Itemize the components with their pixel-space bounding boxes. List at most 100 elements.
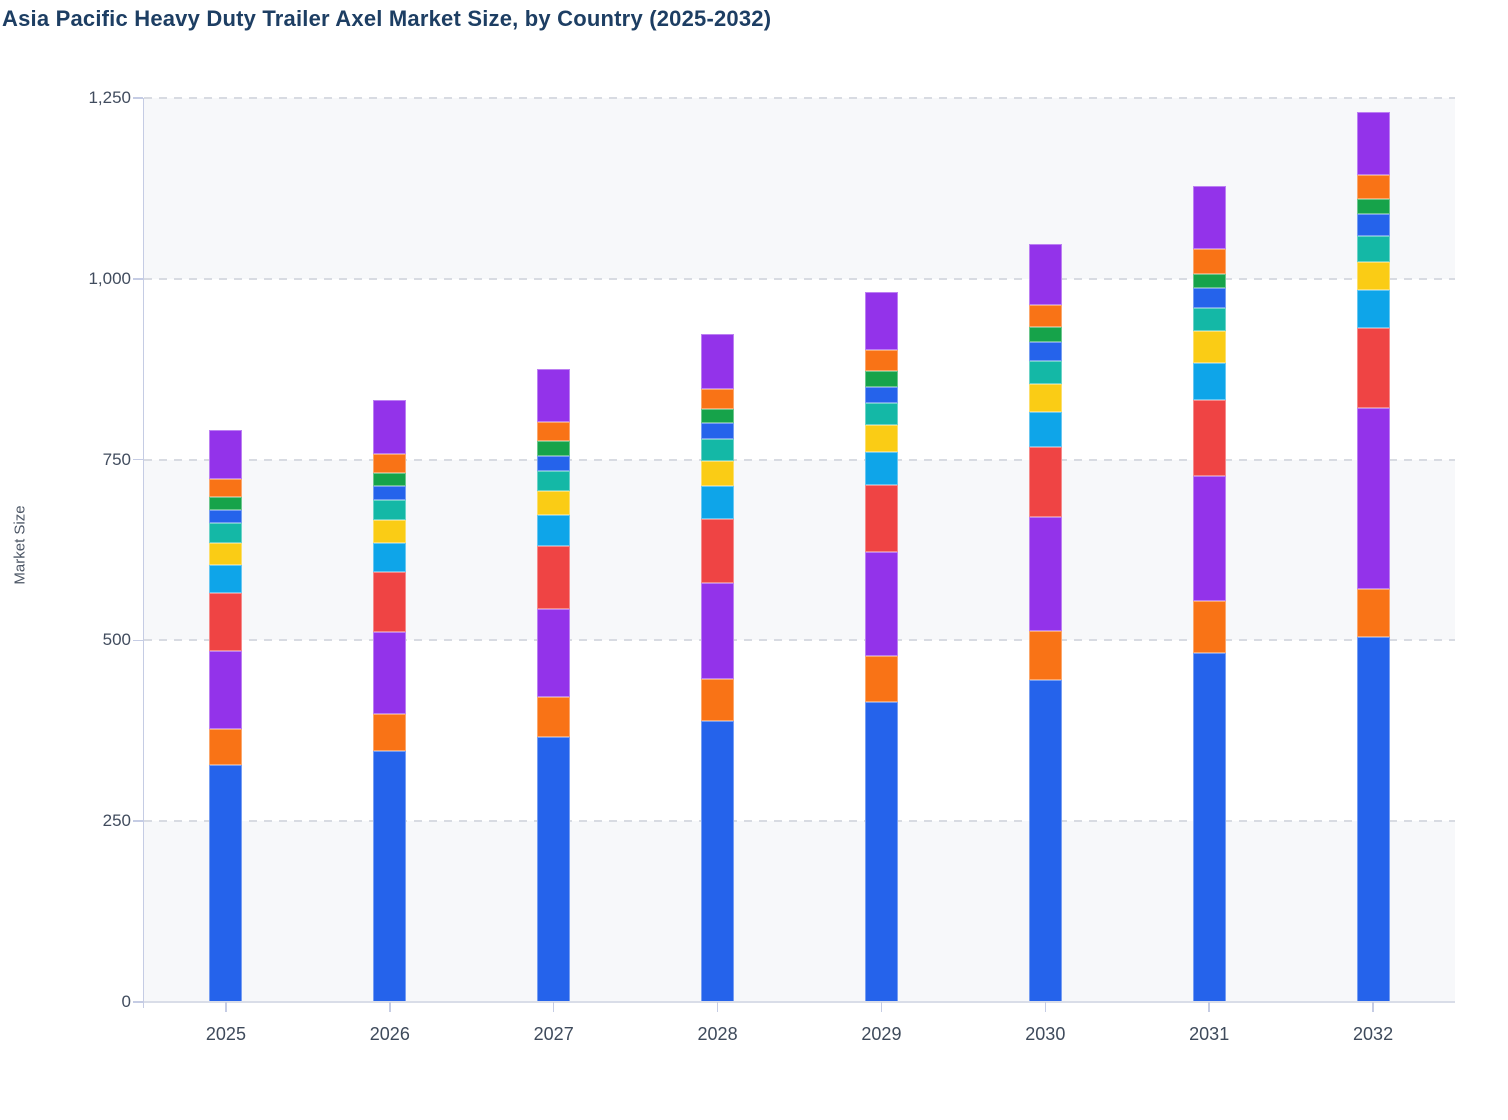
bar-segment[interactable] [1192, 288, 1226, 309]
bar-segment[interactable] [1192, 363, 1226, 400]
bar-segment[interactable] [537, 608, 571, 697]
x-axis-tick [389, 1002, 391, 1012]
bar-segment[interactable] [537, 456, 571, 472]
bar-segment[interactable] [1028, 342, 1062, 362]
bar-segment[interactable] [864, 403, 898, 425]
bar-segment[interactable] [373, 519, 407, 543]
bar-segment[interactable] [1028, 411, 1062, 447]
bar-segment[interactable] [1028, 304, 1062, 328]
bar-segment[interactable] [701, 333, 735, 389]
bar-segment[interactable] [537, 440, 571, 456]
bar-segment[interactable] [537, 422, 571, 441]
y-tick-label: 500 [102, 630, 131, 650]
bar-segment[interactable] [701, 439, 735, 462]
y-axis-tick [133, 278, 143, 280]
bar-segment[interactable] [1028, 631, 1062, 681]
bar-segment[interactable] [701, 678, 735, 721]
bar-segment[interactable] [701, 408, 735, 423]
y-axis-tick [133, 97, 143, 99]
bar-segment[interactable] [209, 509, 243, 524]
bar-segment[interactable] [209, 650, 243, 729]
bar-segment[interactable] [701, 720, 735, 1002]
bar-segment[interactable] [701, 388, 735, 409]
y-axis-title: Market Size [11, 505, 29, 585]
bar-segment[interactable] [1028, 383, 1062, 412]
bar-segment[interactable] [373, 473, 407, 486]
bar-segment[interactable] [1192, 399, 1226, 477]
bar-segment[interactable] [1192, 653, 1226, 1002]
bar-segment[interactable] [864, 701, 898, 1002]
bar-segment[interactable] [1356, 636, 1390, 1002]
bar-segment[interactable] [373, 542, 407, 573]
bar-segment[interactable] [373, 572, 407, 633]
bar-segment[interactable] [1356, 589, 1390, 637]
bar-segment[interactable] [373, 400, 407, 454]
bar-segment[interactable] [1192, 274, 1226, 289]
bar-segment[interactable] [1356, 236, 1390, 263]
bar-segment[interactable] [864, 552, 898, 656]
bar-segment[interactable] [864, 291, 898, 350]
bar-segment[interactable] [864, 386, 898, 404]
bar-segment[interactable] [1356, 289, 1390, 328]
bar-segment[interactable] [864, 452, 898, 485]
bar-segment[interactable] [1192, 185, 1226, 250]
plot-band [144, 459, 1455, 641]
bar-segment[interactable] [209, 497, 243, 510]
bar-segment[interactable] [701, 518, 735, 584]
y-tick-label: 1,000 [88, 268, 131, 288]
bar-segment[interactable] [537, 696, 571, 737]
bar-segment[interactable] [1192, 308, 1226, 331]
bar-segment[interactable] [1028, 361, 1062, 384]
bar-segment[interactable] [1028, 680, 1062, 1002]
bar-segment[interactable] [537, 514, 571, 547]
bar-segment[interactable] [537, 369, 571, 422]
bar-segment[interactable] [1356, 407, 1390, 590]
bar-segment[interactable] [864, 349, 898, 371]
bar-segment[interactable] [373, 751, 407, 1002]
bar-segment[interactable] [864, 655, 898, 702]
bar-segment[interactable] [537, 546, 571, 609]
bar-segment[interactable] [1028, 446, 1062, 517]
bar-segment[interactable] [1192, 249, 1226, 275]
bar-segment[interactable] [1192, 330, 1226, 364]
bar-segment[interactable] [209, 479, 243, 498]
y-axis-tick [133, 1001, 143, 1003]
bar-segment[interactable] [701, 422, 735, 440]
bar-segment[interactable] [701, 461, 735, 487]
plot-area [144, 97, 1455, 1002]
bar-segment[interactable] [1356, 112, 1390, 175]
bar-segment[interactable] [1192, 601, 1226, 654]
bar-segment[interactable] [373, 500, 407, 520]
bar-segment[interactable] [701, 583, 735, 679]
bar-segment[interactable] [1356, 214, 1390, 237]
bar-segment[interactable] [373, 632, 407, 715]
bar-segment[interactable] [864, 370, 898, 387]
bar-segment[interactable] [537, 490, 571, 515]
bar-segment[interactable] [1192, 476, 1226, 602]
bar-segment[interactable] [1356, 327, 1390, 408]
x-tick-label: 2030 [1025, 1024, 1066, 1044]
bar-segment[interactable] [209, 728, 243, 765]
bar-segment[interactable] [701, 486, 735, 519]
bar-segment[interactable] [373, 485, 407, 501]
bar-segment[interactable] [1356, 262, 1390, 290]
bar-segment[interactable] [373, 714, 407, 752]
bar-segment[interactable] [373, 453, 407, 474]
bar-segment[interactable] [209, 565, 243, 593]
bar-segment[interactable] [209, 429, 243, 480]
bar-segment[interactable] [1028, 516, 1062, 631]
bar-segment[interactable] [1356, 174, 1390, 199]
bar-segment[interactable] [209, 764, 243, 1002]
y-axis-line [142, 98, 144, 1008]
bar-segment[interactable] [864, 484, 898, 553]
bar-segment[interactable] [537, 471, 571, 491]
plot-band [144, 821, 1455, 1002]
bar-segment[interactable] [864, 424, 898, 453]
bar-segment[interactable] [209, 542, 243, 566]
bar-segment[interactable] [1028, 327, 1062, 343]
bar-segment[interactable] [1028, 244, 1062, 305]
bar-segment[interactable] [537, 736, 571, 1002]
bar-segment[interactable] [209, 592, 243, 651]
bar-segment[interactable] [1356, 198, 1390, 215]
bar-segment[interactable] [209, 523, 243, 543]
